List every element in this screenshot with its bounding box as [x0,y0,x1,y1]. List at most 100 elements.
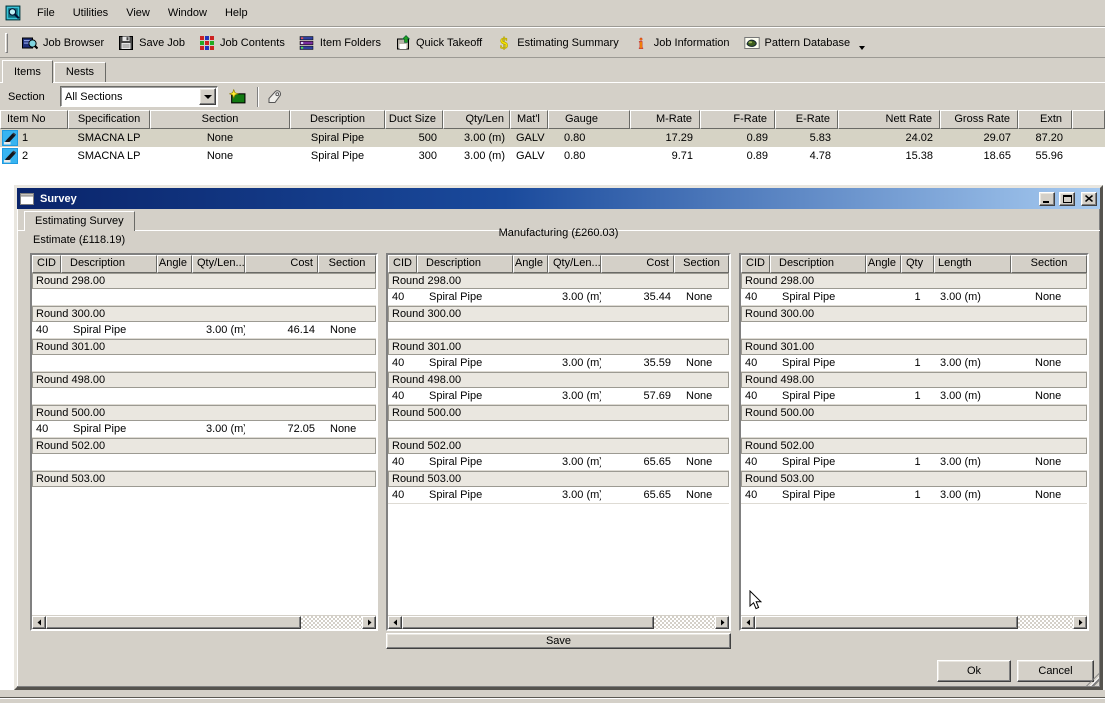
column-header-gross-rate[interactable]: Gross Rate [940,110,1018,129]
survey-item-row[interactable]: 40 Spiral Pipe 3.00 (m) 57.69 None [388,388,729,405]
group-row[interactable]: Round 498.00 [32,372,376,388]
panel-column-header-cid[interactable]: CID [741,255,770,273]
maximize-button[interactable] [1059,191,1075,206]
group-row[interactable]: Round 300.00 [741,306,1087,322]
panel-column-header-angle[interactable]: Angle [513,255,548,273]
toolbar-button-estimating-summary[interactable]: $ Estimating Summary [489,32,625,54]
panel-column-header-angle[interactable]: Angle [866,255,901,273]
panel-column-header-qty-len[interactable]: Qty/Len... [192,255,245,273]
survey-item-row[interactable]: 40 Spiral Pipe 1 3.00 (m) None [741,289,1087,306]
panel-column-header-qty-len[interactable]: Qty/Len... [548,255,601,273]
group-row[interactable]: Round 500.00 [741,405,1087,421]
group-row[interactable]: Round 502.00 [32,438,376,454]
scroll-left-button[interactable] [741,616,755,629]
survey-item-row[interactable]: 40 Spiral Pipe 3.00 (m) 35.59 None [388,355,729,372]
survey-item-row[interactable]: 40 Spiral Pipe 1 3.00 (m) None [741,487,1087,504]
close-button[interactable] [1081,191,1097,206]
panel-column-header-length[interactable]: Length [934,255,1011,273]
save-button[interactable]: Save [386,633,731,649]
group-row[interactable]: Round 298.00 [388,273,729,289]
survey-item-row[interactable]: 40 Spiral Pipe 3.00 (m) 65.65 None [388,487,729,504]
column-header-mat-l[interactable]: Mat'l [510,110,548,129]
group-row[interactable]: Round 503.00 [388,471,729,487]
scrollbar-thumb[interactable] [755,616,1018,629]
takeoff-label-icon[interactable] [263,88,285,106]
menu-item-utilities[interactable]: Utilities [72,7,109,19]
menu-item-window[interactable]: Window [167,7,207,19]
empty-row[interactable] [741,421,1087,438]
table-row[interactable]: 1 SMACNA LP None Spiral Pipe 500 3.00 (m) GALV… [0,129,1105,147]
toolbar-button-job-information[interactable]: i Job Information [626,32,737,54]
ok-button[interactable]: Ok [937,660,1011,682]
toolbar-button-quick-takeoff[interactable]: Quick Takeoff [388,32,489,54]
panel-column-header-cost[interactable]: Cost [245,255,318,273]
toolbar-button-save-job[interactable]: Save Job [111,32,192,54]
empty-row[interactable] [32,454,376,471]
toolbar-overflow-arrow-icon[interactable] [859,45,866,50]
scroll-left-button[interactable] [32,616,46,629]
tab-items[interactable]: Items [2,60,53,83]
horizontal-scrollbar[interactable] [388,615,729,629]
column-header-item-no[interactable]: Item No [0,110,68,129]
empty-row[interactable] [741,322,1087,339]
group-row[interactable]: Round 503.00 [741,471,1087,487]
column-header-gauge[interactable]: Gauge [548,110,630,129]
combo-dropdown-button[interactable] [199,88,216,105]
scroll-left-button[interactable] [388,616,402,629]
survey-item-row[interactable]: 40 Spiral Pipe 1 3.00 (m) None [741,454,1087,471]
group-row[interactable]: Round 503.00 [32,471,376,487]
section-dropdown[interactable]: All Sections [60,86,218,107]
column-header-extn[interactable]: Extn [1018,110,1072,129]
empty-row[interactable] [32,355,376,372]
column-header-section[interactable]: Section [150,110,290,129]
scrollbar-thumb[interactable] [46,616,301,629]
scrollbar-track[interactable] [654,616,715,629]
panel-column-header-section[interactable]: Section [318,255,376,273]
menu-item-view[interactable]: View [126,7,150,19]
panel-column-header-description[interactable]: Description [61,255,157,273]
horizontal-scrollbar[interactable] [741,615,1087,629]
panel-column-header-qty[interactable]: Qty [901,255,934,273]
group-row[interactable]: Round 300.00 [388,306,729,322]
group-row[interactable]: Round 300.00 [32,306,376,322]
table-row[interactable]: 2 SMACNA LP None Spiral Pipe 300 3.00 (m) GALV… [0,147,1105,165]
cancel-button[interactable]: Cancel [1017,660,1094,682]
survey-item-row[interactable]: 40 Spiral Pipe 3.00 (m) 65.65 None [388,454,729,471]
panel-column-header-section[interactable]: Section [674,255,729,273]
empty-row[interactable] [388,322,729,339]
menu-item-help[interactable]: Help [224,7,248,19]
survey-item-row[interactable]: 40 Spiral Pipe 3.00 (m) 46.14 None [32,322,376,339]
column-header-e-rate[interactable]: E-Rate [775,110,838,129]
tab-nests[interactable]: Nests [53,62,107,82]
toolbar-button-job-contents[interactable]: Job Contents [192,32,292,54]
scroll-right-button[interactable] [362,616,376,629]
empty-row[interactable] [32,289,376,306]
column-header-qty-len[interactable]: Qty/Len [443,110,510,129]
column-header-f-rate[interactable]: F-Rate [700,110,775,129]
column-header-description[interactable]: Description [290,110,385,129]
column-header-nett-rate[interactable]: Nett Rate [838,110,940,129]
survey-item-row[interactable]: 40 Spiral Pipe 3.00 (m) 35.44 None [388,289,729,306]
panel-column-header-angle[interactable]: Angle [157,255,192,273]
new-section-icon[interactable] [226,88,248,106]
group-row[interactable]: Round 301.00 [388,339,729,355]
group-row[interactable]: Round 498.00 [388,372,729,388]
group-row[interactable]: Round 500.00 [32,405,376,421]
scroll-right-button[interactable] [1073,616,1087,629]
toolbar-button-item-folders[interactable]: Item Folders [292,32,388,54]
panel-column-header-cid[interactable]: CID [388,255,417,273]
column-header-specification[interactable]: Specification [68,110,150,129]
toolbar-gripper[interactable] [5,32,8,53]
panel-column-header-section[interactable]: Section [1011,255,1087,273]
dialog-titlebar[interactable]: Survey [17,188,1100,209]
empty-row[interactable] [388,421,729,438]
column-header-m-rate[interactable]: M-Rate [630,110,700,129]
empty-row[interactable] [32,388,376,405]
horizontal-scrollbar[interactable] [32,615,376,629]
minimize-button[interactable] [1039,191,1055,206]
panel-column-header-description[interactable]: Description [770,255,866,273]
group-row[interactable]: Round 301.00 [32,339,376,355]
group-row[interactable]: Round 298.00 [32,273,376,289]
scroll-right-button[interactable] [715,616,729,629]
survey-item-row[interactable]: 40 Spiral Pipe 1 3.00 (m) None [741,388,1087,405]
